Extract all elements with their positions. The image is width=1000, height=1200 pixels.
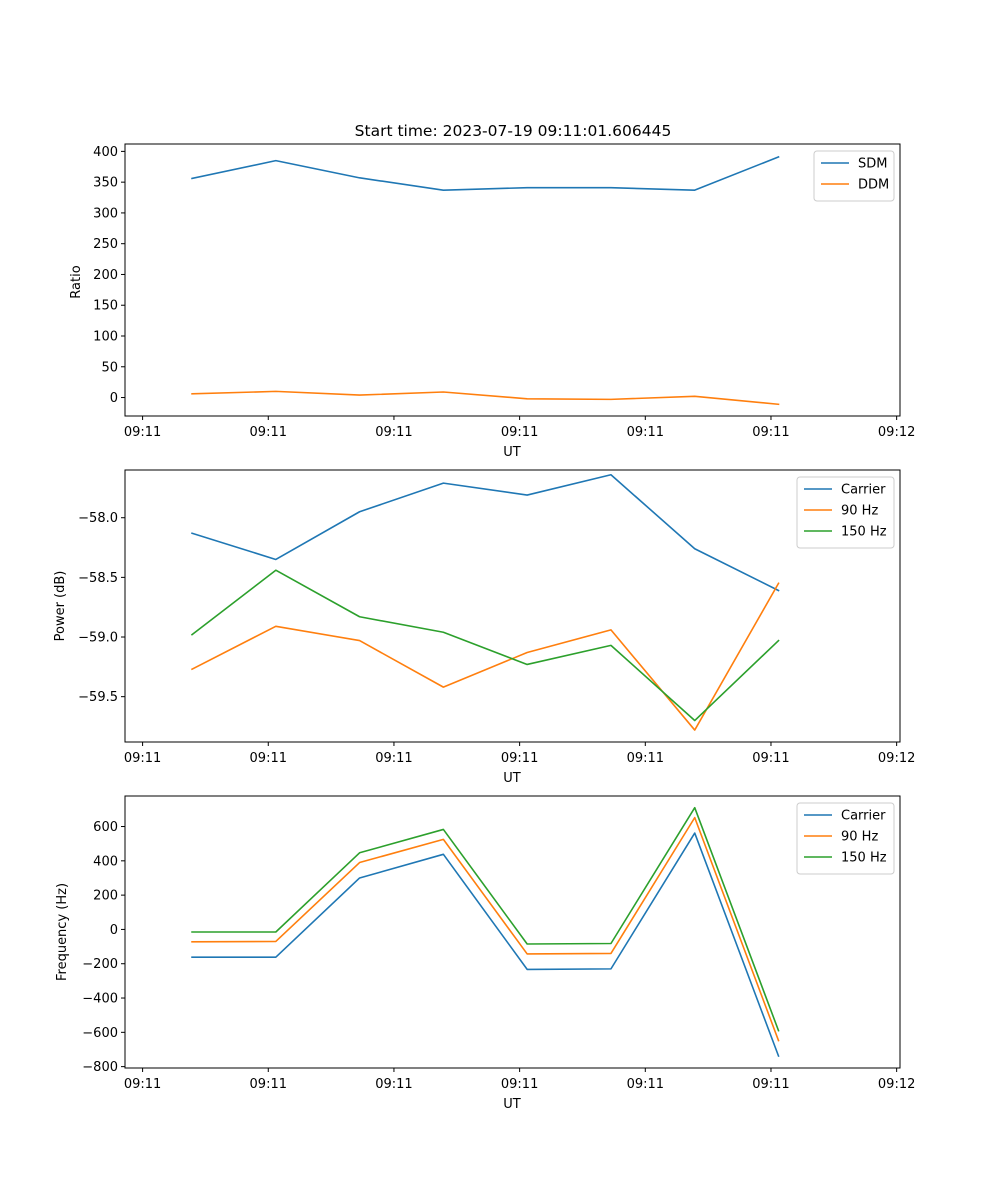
ratio-y-tick-label: 50 (101, 360, 118, 375)
frequency-x-tick-label: 09:11 (627, 1077, 664, 1092)
frequency-x-tick-label: 09:11 (250, 1077, 287, 1092)
power-x-tick-label: 09:11 (752, 751, 789, 766)
frequency-y-tick-label: 600 (93, 820, 118, 835)
ratio-y-axis-label: Ratio (69, 265, 84, 298)
frequency-x-tick-label: 09:11 (752, 1077, 789, 1092)
power-x-axis-label: UT (503, 771, 521, 786)
frequency-series-90-hz-line (191, 816, 780, 1042)
frequency-legend-label: Carrier (841, 809, 886, 824)
power-y-axis-label: Power (dB) (53, 571, 68, 642)
power-axes-frame (124, 469, 901, 743)
ratio-x-tick-label: 09:11 (627, 425, 664, 440)
frequency-series-150-hz-line (191, 806, 780, 1032)
power-series-150-hz-line (190, 569, 780, 722)
power-y-tick-label: −59.0 (78, 631, 118, 646)
ratio-x-tick-label: 09:11 (752, 425, 789, 440)
frequency-legend-label: 90 Hz (841, 830, 878, 845)
ratio-x-axis-label: UT (503, 445, 521, 460)
power-panel: UT Power (dB) 09:11 09:11 09:11 09:11 09:11 0… (53, 469, 915, 786)
frequency-axes-frame (124, 795, 901, 1069)
ratio-x-tick-label: 09:11 (501, 425, 538, 440)
power-legend-label: 150 Hz (841, 525, 887, 540)
ratio-legend: SDM DDM (813, 150, 895, 202)
power-y-tick-label: −58.5 (78, 571, 118, 586)
frequency-y-axis-label: Frequency (Hz) (55, 883, 70, 981)
frequency-panel: UT Frequency (Hz) 09:11 09:11 09:11 09:11 09… (55, 795, 915, 1112)
power-x-tick-label: 09:11 (627, 751, 664, 766)
ratio-x-tick-label: 09:11 (375, 425, 412, 440)
ratio-series-sdm-line (191, 155, 780, 191)
power-series-carrier-line (191, 473, 780, 592)
ratio-y-tick-label: 100 (93, 330, 118, 345)
frequency-legend: Carrier 90 Hz 150 Hz (796, 802, 895, 875)
ratio-y-tick-label: 300 (93, 206, 118, 221)
frequency-x-axis-label: UT (503, 1097, 521, 1112)
frequency-legend-label: 150 Hz (841, 851, 887, 866)
ratio-y-tick-label: 250 (93, 237, 118, 252)
frequency-y-tick-label: −800 (82, 1060, 118, 1075)
ratio-panel: UT Ratio 09:11 09:11 09:11 09:11 09:11 09:11 0… (69, 143, 915, 460)
ratio-y-tick-label: 200 (93, 268, 118, 283)
power-legend-label: 90 Hz (841, 504, 878, 519)
ratio-x-tick-label: 09:12 (878, 425, 915, 440)
frequency-x-tick-label: 09:12 (878, 1077, 915, 1092)
frequency-x-tick-label: 09:11 (375, 1077, 412, 1092)
ratio-legend-label: DDM (858, 178, 889, 193)
frequency-y-tick-label: 400 (93, 854, 118, 869)
power-y-tick-label: −58.0 (78, 511, 118, 526)
power-x-tick-label: 09:11 (124, 751, 161, 766)
power-x-tick-label: 09:12 (878, 751, 915, 766)
power-y-tick-label: −59.5 (78, 690, 118, 705)
ratio-axes-frame (124, 143, 901, 417)
frequency-y-tick-label: −400 (82, 992, 118, 1007)
frequency-y-tick-label: 200 (93, 889, 118, 904)
power-legend-label: Carrier (841, 483, 886, 498)
frequency-x-tick-label: 09:11 (124, 1077, 161, 1092)
power-legend: Carrier 90 Hz 150 Hz (796, 476, 895, 549)
frequency-y-tick-label: −200 (82, 957, 118, 972)
power-x-tick-label: 09:11 (501, 751, 538, 766)
ratio-x-tick-label: 09:11 (250, 425, 287, 440)
frequency-x-tick-label: 09:11 (501, 1077, 538, 1092)
power-series-90-hz-line (190, 582, 780, 731)
frequency-y-tick-label: 0 (110, 923, 118, 938)
ratio-y-tick-label: 0 (110, 391, 118, 406)
ratio-series-ddm-line (191, 390, 780, 406)
ratio-x-tick-label: 09:11 (124, 425, 161, 440)
frequency-series-carrier-line (191, 832, 780, 1058)
ratio-y-tick-label: 150 (93, 299, 118, 314)
power-x-tick-label: 09:11 (250, 751, 287, 766)
ratio-legend-label: SDM (858, 157, 887, 172)
power-x-tick-label: 09:11 (375, 751, 412, 766)
chart-title: Start time: 2023-07-19 09:11:01.606445 (355, 122, 672, 140)
frequency-y-tick-label: −600 (82, 1026, 118, 1041)
ratio-y-tick-label: 400 (93, 145, 118, 160)
ratio-y-tick-label: 350 (93, 176, 118, 191)
